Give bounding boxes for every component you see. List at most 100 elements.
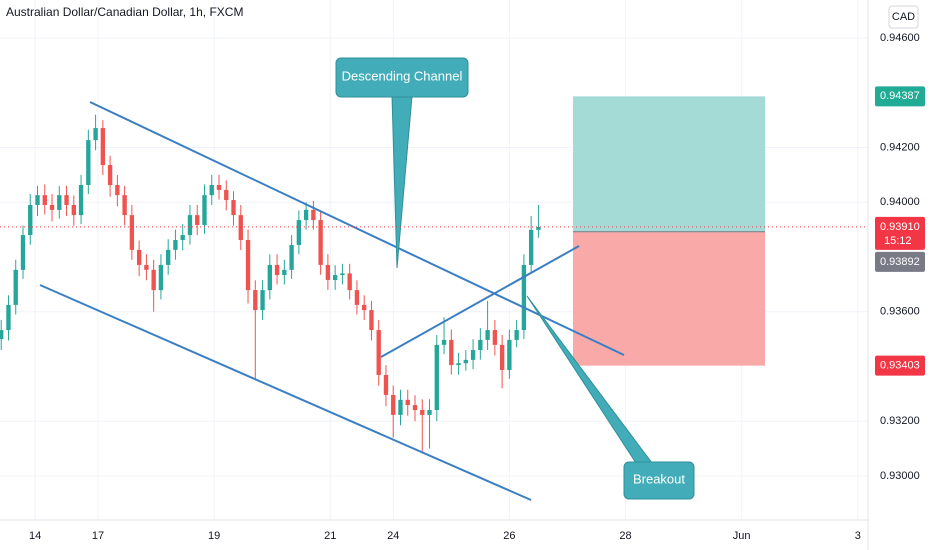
currency-box[interactable] (888, 5, 919, 29)
callout-box (623, 461, 695, 500)
candle-body (362, 304, 367, 311)
y-tick-label: 0.93600 (880, 306, 920, 318)
candle-body (311, 209, 316, 221)
x-tick-label: 3 (855, 530, 861, 542)
candle-body (427, 409, 432, 415)
candle-body (260, 290, 265, 311)
candle-body (144, 264, 149, 270)
candle-body (354, 290, 360, 305)
candle-body (224, 189, 229, 201)
loss-zone (573, 231, 765, 366)
candle-body (478, 339, 483, 351)
candle-body (528, 229, 534, 265)
callout-label: Descending Channel (342, 68, 463, 83)
candle-body (449, 339, 454, 366)
candle-body (115, 185, 120, 196)
candle-body (507, 339, 512, 371)
target-price-label-box (875, 86, 925, 107)
candle-body (86, 140, 91, 186)
x-tick-label: 28 (619, 530, 631, 542)
candle-body (180, 235, 185, 241)
x-tick-label: 14 (29, 530, 41, 542)
candle-body (245, 240, 251, 291)
candle-body (0, 330, 4, 340)
candle-body (318, 220, 323, 265)
candle-body (28, 204, 33, 236)
candle-body (49, 204, 55, 210)
callout-box (335, 57, 469, 98)
candle-body (274, 264, 280, 276)
candle-body (78, 185, 84, 216)
x-tick-label: 24 (387, 530, 399, 542)
y-tick-label: 0.94600 (880, 32, 920, 44)
candle-body (151, 269, 156, 291)
candle-body (6, 304, 11, 331)
candle-body (332, 275, 338, 280)
last-price-box (875, 216, 925, 250)
axes: 0.94600 0.94200 0.94000 0.93600 0.93200 0.930… (0, 32, 925, 542)
candle-body (42, 195, 47, 205)
candle-body (64, 195, 69, 205)
candle-body (296, 220, 302, 245)
candle-body (13, 269, 18, 305)
upper-channel-line (89, 101, 625, 356)
candle-body (122, 195, 127, 216)
candle-body (289, 244, 294, 270)
candle-body (107, 165, 113, 186)
candle-body (166, 249, 171, 265)
candle-body (325, 264, 331, 280)
breakout-line (380, 245, 580, 358)
candle-body (282, 269, 287, 276)
countdown-label: 15:12 (884, 235, 912, 247)
position-tool (573, 96, 765, 366)
x-tick-label: 17 (92, 530, 104, 542)
drawings (39, 101, 625, 501)
x-tick-label: Jun (733, 530, 751, 542)
candle-body (391, 394, 396, 415)
candle-body (231, 200, 236, 216)
profit-zone (573, 96, 765, 232)
candle-body (398, 399, 403, 415)
candle-body (405, 399, 410, 406)
chart-title: Australian Dollar/Canadian Dollar, 1h, F… (6, 5, 243, 19)
candle-body (383, 374, 389, 395)
candle-body (492, 330, 498, 345)
candle-body (340, 273, 345, 276)
x-tick-label: 19 (208, 530, 220, 542)
x-tick-label: 21 (324, 530, 336, 542)
candle-body (202, 195, 207, 225)
candle-body (195, 215, 200, 225)
candle-body (71, 204, 76, 216)
candle-body (463, 359, 468, 364)
callout-breakout: Breakout (526, 295, 695, 500)
y-tick-label: 0.93200 (880, 415, 920, 427)
candle-body (173, 240, 178, 250)
candle-body (35, 195, 40, 205)
candle-body (57, 195, 62, 210)
entry-price-label: 0.93892 (880, 256, 920, 268)
last-price-label: 0.93910 (880, 221, 920, 233)
candle-body (100, 128, 106, 166)
currency-label[interactable]: CAD (892, 11, 915, 23)
stop-price-label: 0.93403 (880, 360, 920, 372)
candle-body (441, 339, 447, 345)
candle-body (499, 344, 505, 371)
candle-body (93, 128, 98, 141)
candle-body (253, 290, 258, 311)
entry-price-label-box (875, 251, 925, 272)
target-price-label: 0.94387 (880, 90, 920, 102)
candle-body (267, 264, 272, 291)
candle-body (209, 185, 214, 196)
candle-body (187, 215, 193, 236)
candle-body (434, 344, 439, 410)
candle-body (456, 363, 461, 366)
candle-body (521, 264, 527, 331)
candle-body (216, 185, 222, 190)
candle-body (129, 215, 135, 250)
callout-descending: Descending Channel (335, 57, 469, 269)
candle-body (420, 409, 425, 415)
candle-body (485, 330, 490, 340)
lower-channel-line (39, 284, 532, 501)
